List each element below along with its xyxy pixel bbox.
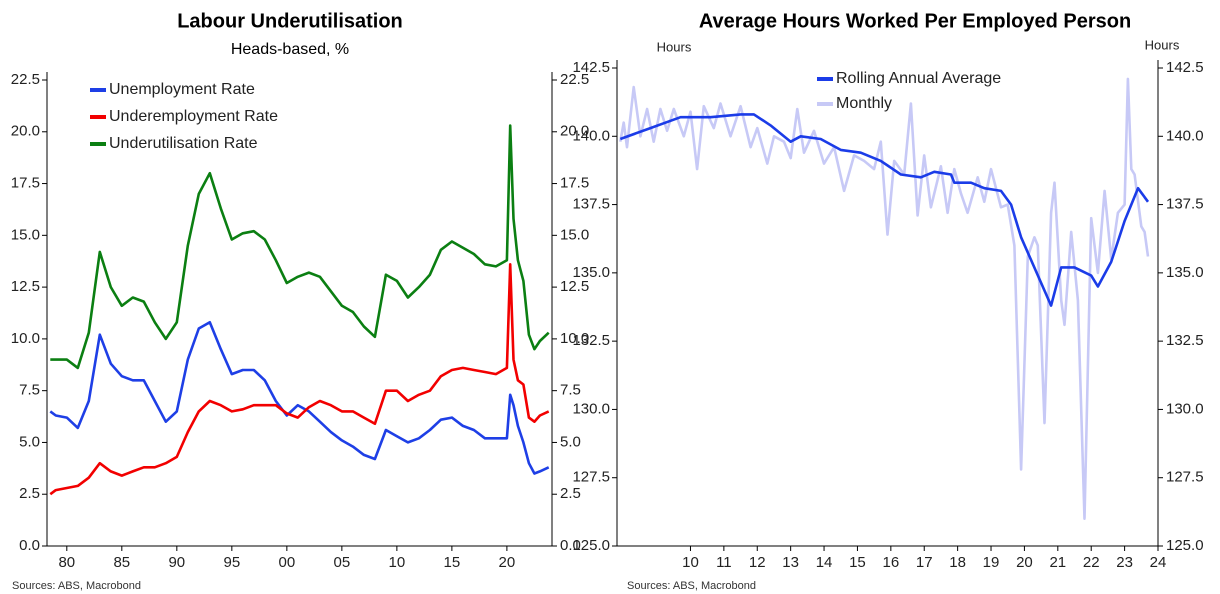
x-tick-label: 11: [716, 554, 732, 571]
y2-tick-label: 22.5: [560, 71, 589, 88]
x-tick-label: 24: [1150, 554, 1167, 571]
y-tick-label: 132.5: [572, 332, 610, 349]
y-tick-label: 2.5: [19, 485, 40, 502]
y-tick-label: 125.0: [572, 537, 610, 554]
x-tick-label: 80: [58, 554, 75, 571]
y2-tick-label: 5.0: [560, 433, 581, 450]
x-tick-label: 17: [916, 554, 933, 571]
y-tick-label: 140.0: [572, 127, 610, 144]
y-tick-label: 20.0: [11, 123, 40, 140]
x-tick-label: 85: [113, 554, 130, 571]
legend-label: Unemployment Rate: [109, 81, 255, 98]
y2-tick-label: 125.0: [1166, 537, 1204, 554]
x-tick-label: 90: [168, 554, 185, 571]
y-tick-label: 10.0: [11, 330, 40, 347]
y-tick-label: 17.5: [11, 175, 40, 192]
x-tick-label: 14: [816, 554, 833, 571]
y-axis-label: Hours: [657, 39, 692, 54]
y2-tick-label: 142.5: [1166, 59, 1204, 76]
y-tick-label: 12.5: [11, 278, 40, 295]
chart-title: Average Hours Worked Per Employed Person: [699, 10, 1131, 32]
series-line: [619, 113, 1150, 307]
series-line: [49, 321, 550, 475]
source-note: Sources: ABS, Macrobond: [627, 580, 756, 592]
y2-tick-label: 132.5: [1166, 332, 1204, 349]
x-tick-label: 10: [389, 554, 406, 571]
y2-tick-label: 130.0: [1166, 400, 1204, 417]
series-line: [619, 77, 1150, 520]
chart-title: Labour Underutilisation: [177, 10, 403, 32]
y-tick-label: 5.0: [19, 433, 40, 450]
y2-tick-label: 15.0: [560, 226, 589, 243]
y2-tick-label: 135.0: [1166, 264, 1204, 281]
y2-tick-label: 7.5: [560, 382, 581, 399]
x-tick-label: 16: [882, 554, 899, 571]
y2-tick-label: 127.5: [1166, 469, 1204, 486]
y-tick-label: 130.0: [572, 400, 610, 417]
source-note: Sources: ABS, Macrobond: [12, 580, 141, 592]
x-tick-label: 12: [749, 554, 766, 571]
y-tick-label: 7.5: [19, 382, 40, 399]
x-tick-label: 10: [682, 554, 699, 571]
y-tick-label: 127.5: [572, 469, 610, 486]
series-line: [49, 263, 550, 496]
y2-tick-label: 140.0: [1166, 127, 1204, 144]
x-tick-label: 20: [1016, 554, 1033, 571]
y2-tick-label: 0.0: [560, 537, 581, 554]
y-tick-label: 0.0: [19, 537, 40, 554]
y-tick-label: 15.0: [11, 226, 40, 243]
legend-label: Underemployment Rate: [109, 108, 278, 125]
y-tick-label: 137.5: [572, 196, 610, 213]
x-tick-label: 13: [782, 554, 799, 571]
y2-axis-label: Hours: [1145, 37, 1180, 52]
chart-subtitle: Heads-based, %: [231, 41, 349, 58]
x-tick-label: 23: [1116, 554, 1133, 571]
x-tick-label: 15: [444, 554, 461, 571]
x-tick-label: 95: [223, 554, 240, 571]
legend-label: Underutilisation Rate: [109, 135, 258, 152]
y2-tick-label: 137.5: [1166, 196, 1204, 213]
x-tick-label: 15: [849, 554, 866, 571]
y2-tick-label: 2.5: [560, 485, 581, 502]
x-tick-label: 19: [983, 554, 1000, 571]
y2-tick-label: 20.0: [560, 123, 589, 140]
x-tick-label: 21: [1049, 554, 1066, 571]
y2-tick-label: 12.5: [560, 278, 589, 295]
y-tick-label: 22.5: [11, 71, 40, 88]
y2-tick-label: 17.5: [560, 175, 589, 192]
y2-tick-label: 10.0: [560, 330, 589, 347]
legend-label: Rolling Annual Average: [836, 70, 1001, 87]
y-tick-label: 142.5: [572, 59, 610, 76]
legend-label: Monthly: [836, 95, 892, 112]
x-tick-label: 18: [949, 554, 966, 571]
x-tick-label: 05: [334, 554, 351, 571]
y-tick-label: 135.0: [572, 264, 610, 281]
x-tick-label: 00: [279, 554, 296, 571]
x-tick-label: 20: [499, 554, 516, 571]
series-line: [50, 124, 550, 370]
x-tick-label: 22: [1083, 554, 1100, 571]
